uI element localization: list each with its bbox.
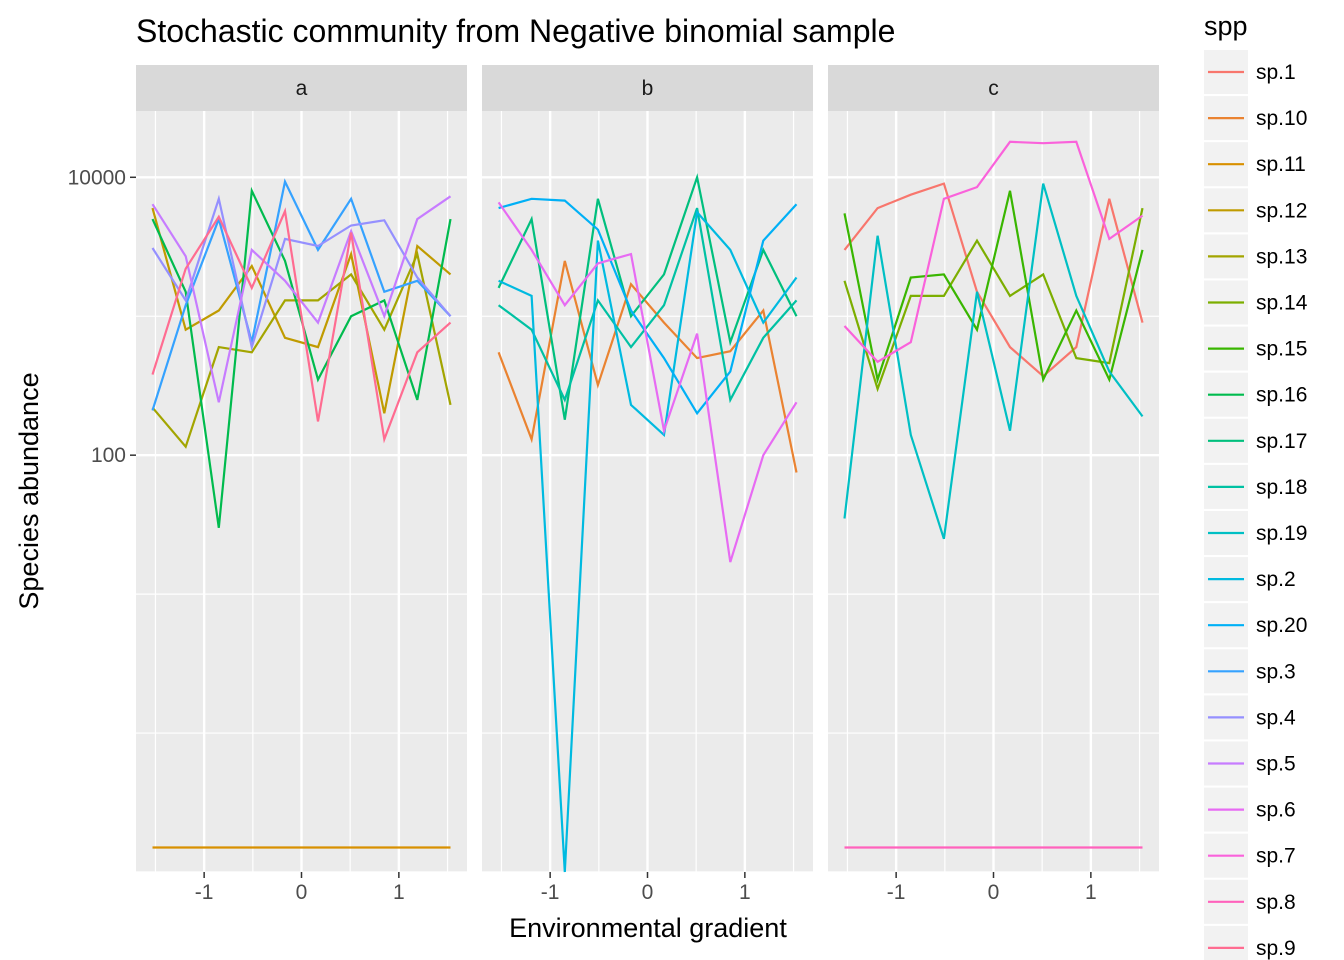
facet-panels: a -1 0 1 b -1 0 1 c -1 0 1 100 10000 [68, 65, 1159, 904]
legend-item-sp.19: sp.19 [1204, 511, 1307, 555]
legend-label: sp.8 [1256, 891, 1296, 914]
legend-item-sp.3: sp.3 [1204, 649, 1296, 694]
series-line-sp.10 [497, 260, 798, 473]
facet-strip-a [136, 65, 467, 111]
legend-key [1204, 925, 1248, 960]
legend-label: sp.13 [1256, 245, 1307, 268]
series-line-sp.2 [498, 209, 798, 873]
legend-label: sp.2 [1256, 568, 1296, 591]
legend-item-sp.11: sp.11 [1204, 142, 1306, 187]
x-tick-label: 0 [296, 881, 308, 904]
legend-item-sp.6: sp.6 [1204, 787, 1296, 832]
legend-item-sp.17: sp.17 [1204, 418, 1307, 463]
legend-item-sp.7: sp.7 [1204, 833, 1296, 878]
legend-label: sp.6 [1256, 799, 1296, 822]
series-line-sp.18 [497, 207, 798, 404]
legend-label: sp.1 [1256, 61, 1296, 84]
y-tick-label: 10000 [68, 166, 126, 189]
series-line-sp.12 [151, 207, 452, 414]
legend-item-sp.2: sp.2 [1204, 557, 1296, 602]
y-tick-label: 100 [91, 444, 126, 467]
facet-strip-label: c [988, 77, 999, 100]
y-axis-title: Species abundance [14, 372, 44, 609]
legend-item-sp.8: sp.8 [1204, 879, 1296, 924]
x-tick-label: 0 [642, 881, 654, 904]
legend-label: sp.12 [1256, 199, 1307, 222]
series-line-sp.15 [843, 190, 1144, 384]
legend-label: sp.3 [1256, 660, 1296, 683]
x-tick-label: 1 [393, 881, 405, 904]
legend-item-sp.4: sp.4 [1204, 695, 1296, 740]
series-line-sp.3 [151, 178, 452, 411]
legend-label: sp.20 [1256, 614, 1307, 637]
facet-strip-label: a [296, 77, 308, 100]
series-line-sp.6 [497, 201, 798, 563]
series-line-sp.19 [843, 183, 1144, 540]
legend-label: sp.7 [1256, 845, 1296, 868]
facet-strip-label: b [642, 77, 654, 100]
series-line-sp.17 [497, 173, 798, 420]
x-tick-label: -1 [195, 881, 214, 904]
facet-panel-c: c -1 0 1 [828, 65, 1159, 904]
legend-label: sp.18 [1256, 476, 1307, 499]
series-line-sp.14 [843, 207, 1144, 393]
legend-item-sp.12: sp.12 [1204, 188, 1307, 233]
legend-label: sp.15 [1256, 338, 1307, 361]
facet-panel-a: a -1 0 1 [136, 65, 467, 904]
legend-label: sp.10 [1256, 107, 1307, 130]
legend-label: sp.16 [1256, 384, 1307, 407]
legend-label: sp.4 [1256, 706, 1296, 729]
x-tick-label: 0 [988, 881, 1000, 904]
legend-item-sp.18: sp.18 [1204, 464, 1307, 509]
facet-panel-b: b -1 0 1 [482, 65, 813, 904]
series-line-sp.4 [151, 194, 452, 352]
chart-title: Stochastic community from Negative binom… [136, 13, 895, 49]
legend-label: sp.5 [1256, 753, 1296, 776]
legend-label: sp.11 [1256, 153, 1306, 176]
legend-item-sp.1: sp.1 [1204, 50, 1296, 94]
legend: sp.1 sp.10 sp.11 sp.12 sp.13 sp.14 sp.15 sp.16 s… [1204, 50, 1308, 960]
series-line-sp.20 [498, 197, 798, 416]
legend-item-sp.9: sp.9 [1204, 925, 1296, 960]
legend-item-sp.10: sp.10 [1204, 96, 1307, 141]
x-tick-label: 1 [1085, 881, 1097, 904]
legend-item-sp.20: sp.20 [1204, 603, 1307, 648]
legend-item-sp.5: sp.5 [1204, 741, 1296, 786]
series-line-sp.9 [151, 207, 452, 444]
x-tick-label: 1 [739, 881, 751, 904]
legend-item-sp.14: sp.14 [1204, 280, 1308, 325]
legend-label: sp.9 [1256, 937, 1296, 960]
facet-strip-b [482, 65, 813, 111]
facet-strip-c [828, 65, 1159, 111]
legend-item-sp.16: sp.16 [1204, 372, 1307, 417]
series-line-sp.7 [843, 140, 1144, 364]
legend-title: spp [1204, 11, 1248, 41]
x-tick-label: -1 [541, 881, 560, 904]
legend-item-sp.15: sp.15 [1204, 326, 1307, 371]
x-tick-label: -1 [887, 881, 906, 904]
series-line-sp.5 [151, 195, 452, 403]
legend-label: sp.19 [1256, 522, 1307, 545]
legend-label: sp.14 [1256, 292, 1308, 315]
series-line-sp.1 [843, 182, 1144, 378]
legend-item-sp.13: sp.13 [1204, 234, 1307, 279]
legend-label: sp.17 [1256, 430, 1307, 453]
x-axis-title: Environmental gradient [509, 913, 787, 943]
